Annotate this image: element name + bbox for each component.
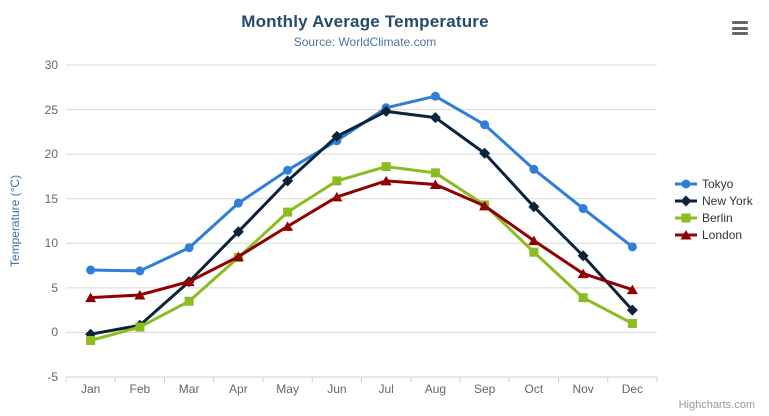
legend-item-label: London (702, 227, 743, 242)
data-point-tokyo[interactable] (233, 198, 243, 208)
y-axis-label: 5 (51, 280, 58, 295)
legend-item-tokyo[interactable]: Tokyo (675, 175, 753, 192)
legend-marker-square-icon (675, 213, 697, 222)
x-axis-label: Dec (621, 382, 644, 396)
data-point-london[interactable] (232, 251, 244, 262)
x-axis-label: Sep (473, 382, 496, 396)
hamburger-menu-icon (732, 32, 748, 35)
series-line-new-york (89, 109, 634, 336)
data-point-berlin[interactable] (332, 176, 342, 186)
data-point-tokyo[interactable] (529, 164, 539, 174)
data-point-london[interactable] (479, 200, 491, 211)
x-axis-label: Aug (424, 382, 447, 396)
data-point-london[interactable] (282, 221, 294, 231)
data-point-new-york[interactable] (232, 226, 244, 238)
export-menu-button[interactable] (727, 16, 753, 40)
data-point-london[interactable] (626, 284, 638, 295)
data-point-berlin[interactable] (529, 247, 539, 257)
y-axis-label: -5 (47, 370, 58, 384)
data-point-new-york[interactable] (282, 175, 294, 187)
series-line-london (89, 179, 634, 300)
data-point-london[interactable] (183, 276, 195, 287)
legend-item-berlin[interactable]: Berlin (675, 209, 753, 226)
x-axis-label: Nov (572, 382, 594, 396)
y-axis-label: 20 (44, 147, 58, 162)
data-point-new-york[interactable] (479, 147, 491, 159)
legend-item-new-york[interactable]: New York (675, 192, 753, 209)
data-point-tokyo[interactable] (430, 91, 440, 101)
data-point-london[interactable] (380, 175, 392, 186)
data-point-new-york[interactable] (528, 201, 540, 213)
legend-marker-triangle-icon (675, 229, 697, 239)
hamburger-menu-icon (732, 26, 748, 30)
x-axis-label: Jun (327, 382, 347, 396)
data-point-tokyo[interactable] (627, 242, 637, 252)
data-point-berlin[interactable] (283, 207, 293, 217)
data-point-new-york[interactable] (577, 250, 589, 262)
data-point-tokyo[interactable] (283, 165, 293, 175)
x-axis-label: Apr (229, 382, 248, 396)
data-point-berlin[interactable] (184, 296, 194, 306)
legend-item-label: Berlin (702, 210, 733, 225)
hamburger-menu-icon (732, 21, 748, 24)
data-point-new-york[interactable] (380, 105, 392, 117)
data-point-london[interactable] (85, 292, 97, 303)
legend-item-label: Tokyo (702, 176, 734, 191)
y-axis-label: 0 (51, 325, 58, 340)
data-point-berlin[interactable] (86, 335, 96, 345)
data-point-london[interactable] (528, 235, 540, 246)
legend-item-label: New York (702, 193, 753, 208)
data-point-london[interactable] (331, 191, 343, 202)
data-point-london[interactable] (134, 289, 146, 300)
series-line-berlin (89, 165, 634, 342)
data-point-new-york[interactable] (331, 130, 343, 142)
highcharts-credit-link[interactable]: Highcharts.com (678, 399, 755, 411)
x-axis-label: Oct (524, 382, 544, 396)
chart-title: Monthly Average Temperature (241, 12, 489, 31)
data-point-tokyo[interactable] (480, 120, 490, 130)
data-point-berlin[interactable] (627, 319, 637, 329)
x-axis-label: Mar (178, 382, 200, 396)
data-point-tokyo[interactable] (135, 266, 145, 276)
x-axis-label: Jul (378, 382, 394, 396)
legend-item-london[interactable]: London (675, 226, 753, 243)
y-axis-label: 30 (44, 58, 58, 72)
x-axis-label: Jan (80, 382, 101, 396)
data-point-berlin[interactable] (135, 322, 145, 332)
y-axis-label: 15 (44, 191, 58, 206)
legend-marker-circle-icon (675, 179, 697, 188)
data-point-london[interactable] (429, 179, 441, 189)
data-point-london[interactable] (577, 268, 589, 279)
y-axis-label: 10 (44, 236, 58, 251)
data-point-berlin[interactable] (578, 293, 588, 303)
data-point-tokyo[interactable] (578, 204, 588, 214)
legend-marker-diamond-icon (675, 195, 697, 206)
data-point-tokyo[interactable] (184, 243, 194, 253)
data-point-berlin[interactable] (381, 162, 391, 172)
x-axis-label: Feb (129, 382, 151, 396)
data-point-new-york[interactable] (429, 112, 441, 124)
data-point-new-york[interactable] (626, 304, 638, 316)
data-point-tokyo[interactable] (86, 265, 96, 275)
legend: Tokyo New York Berlin London (675, 175, 753, 243)
x-axis-label: May (276, 382, 299, 396)
y-axis-label: 25 (44, 102, 58, 117)
chart-subtitle: Source: WorldClimate.com (293, 35, 437, 49)
data-point-berlin[interactable] (430, 168, 440, 178)
